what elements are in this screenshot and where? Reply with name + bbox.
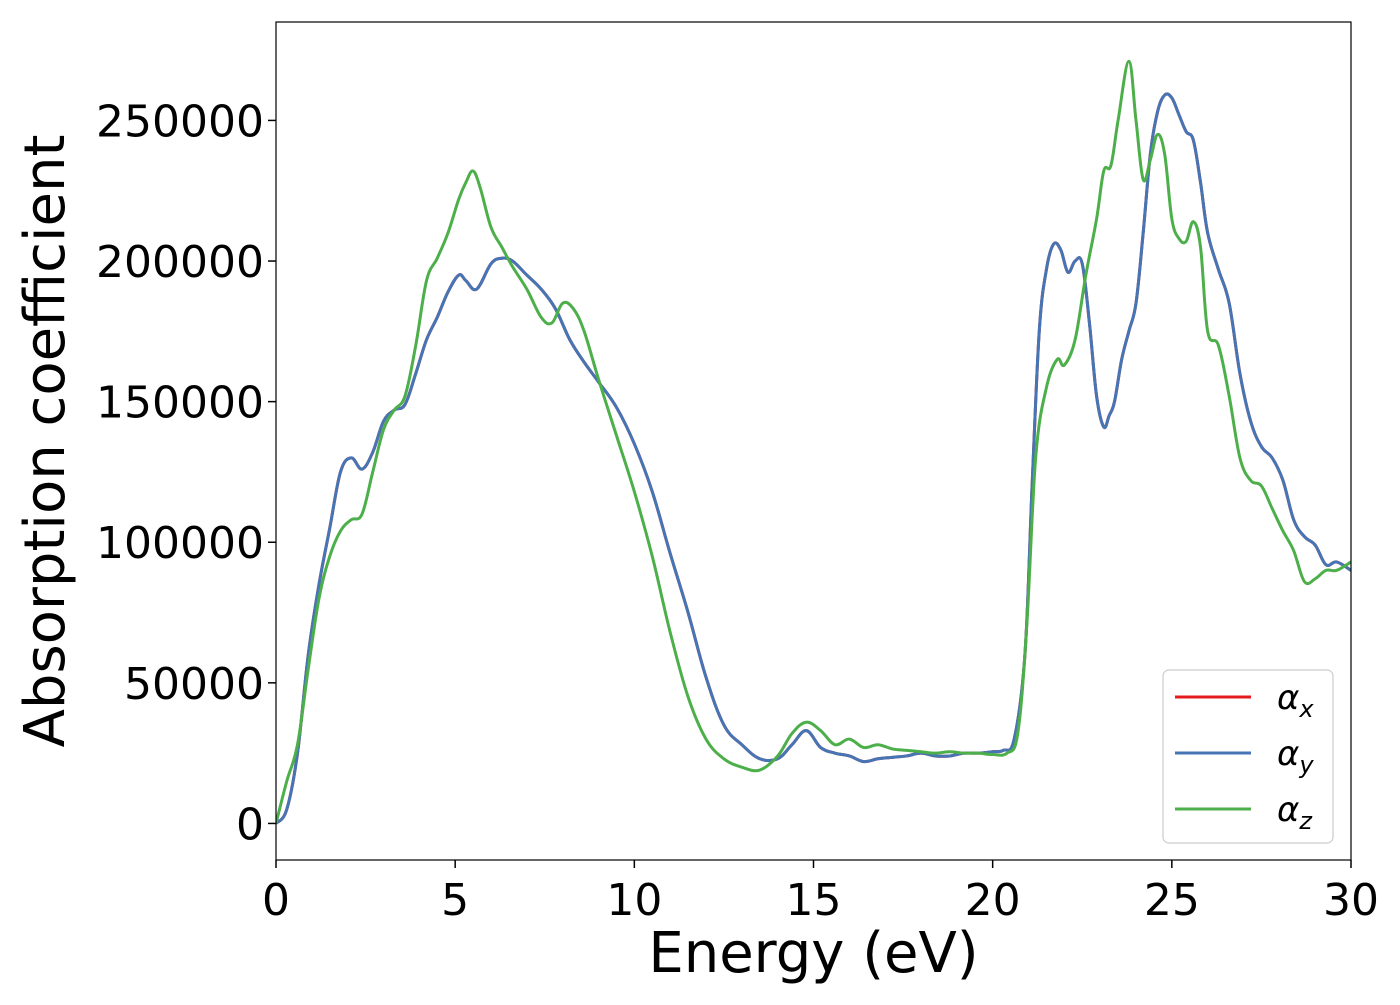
- legend-box: [1162, 669, 1334, 844]
- x-tick-label: 20: [965, 875, 1021, 926]
- x-tick-label: 30: [1323, 875, 1379, 926]
- x-tick-label: 5: [441, 875, 469, 926]
- series-line-3: [276, 59, 1351, 824]
- x-tick-label: 10: [606, 875, 662, 926]
- legend-entry-label: αx: [1277, 678, 1314, 723]
- x-tick-label: 25: [1144, 875, 1200, 926]
- legend-entry-label: αz: [1277, 790, 1313, 835]
- legend-entry-label: αy: [1277, 734, 1314, 779]
- x-axis-ticks: 0 5 10 15 20 25 30: [262, 860, 1379, 926]
- x-tick-label: 15: [786, 875, 842, 926]
- y-tick-label: 150000: [96, 378, 264, 429]
- series-layer: [276, 59, 1351, 825]
- x-tick-label: 0: [262, 875, 290, 926]
- x-axis-label: Energy (eV): [648, 921, 978, 986]
- y-axis-ticks: 0 50000 100000 150000 200000 250000: [96, 96, 276, 850]
- y-tick-label: 0: [236, 799, 264, 850]
- y-tick-label: 100000: [96, 518, 264, 569]
- y-tick-label: 50000: [124, 659, 264, 710]
- y-axis-label: Absorption coefficient: [13, 135, 78, 748]
- y-tick-label: 200000: [96, 237, 264, 288]
- legend: αx αy αz: [1162, 669, 1334, 844]
- y-tick-label: 250000: [96, 96, 264, 147]
